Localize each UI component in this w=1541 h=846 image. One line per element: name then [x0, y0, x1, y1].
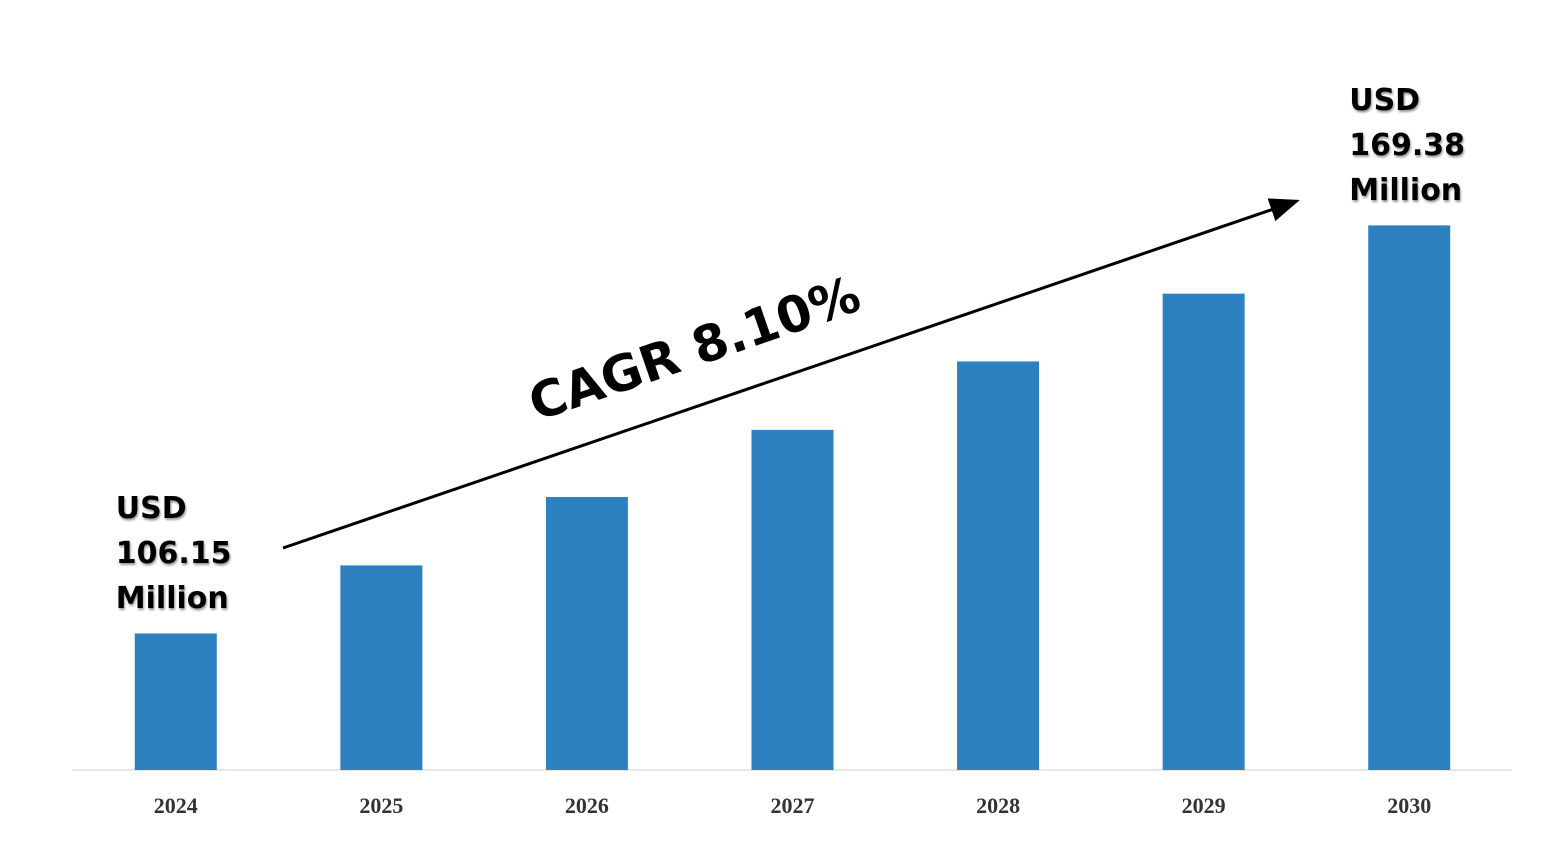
bar	[957, 361, 1040, 770]
x-tick-label: 2028	[976, 793, 1020, 818]
bar	[1162, 293, 1245, 770]
x-tick-label: 2027	[771, 793, 815, 818]
x-tick-label: 2025	[359, 793, 403, 818]
bar	[134, 633, 217, 770]
bar	[1368, 225, 1451, 770]
x-tick-label: 2030	[1387, 793, 1431, 818]
value-label: USD 169.38 Million	[1349, 83, 1465, 209]
trend-arrow	[282, 198, 1300, 550]
bar	[340, 565, 423, 770]
value-label: USD 106.15 Million	[115, 491, 232, 617]
x-tick-label: 2029	[1182, 793, 1226, 818]
x-tick-label: 2024	[154, 793, 198, 818]
x-tick-label: 2026	[565, 793, 609, 818]
bar	[751, 429, 834, 770]
bar	[545, 496, 628, 770]
